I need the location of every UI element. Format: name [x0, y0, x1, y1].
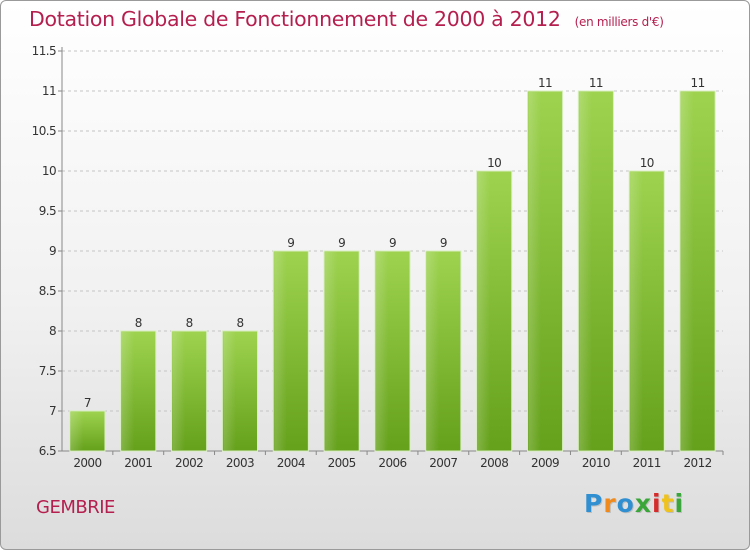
- logo-letter: r: [603, 489, 617, 518]
- bar-value-label: 7: [84, 396, 91, 410]
- x-tick-label: 2009: [531, 456, 559, 470]
- y-tick-label: 11: [42, 84, 56, 98]
- logo-letter: o: [616, 489, 635, 518]
- y-tick-label: 10.5: [32, 124, 56, 138]
- commune-name: GEMBRIE: [36, 497, 115, 518]
- unit-label: (en milliers d'€): [574, 15, 664, 29]
- bar-value-label: 8: [186, 316, 193, 330]
- bar-highlight: [681, 92, 694, 450]
- bar-highlight: [528, 92, 541, 450]
- logo-letter: t: [661, 489, 675, 518]
- bar-highlight: [579, 92, 592, 450]
- x-tick-label: 2005: [328, 456, 356, 470]
- bar-highlight: [223, 332, 236, 450]
- y-tick-label: 11.5: [32, 44, 56, 58]
- y-tick-label: 8.5: [39, 284, 56, 298]
- x-tick-label: 2012: [684, 456, 712, 470]
- bar-highlight: [477, 172, 490, 450]
- bar-value-label: 9: [338, 236, 345, 250]
- logo-letter: i: [674, 489, 685, 518]
- x-tick-label: 2011: [633, 456, 661, 470]
- x-tick-label: 2000: [73, 456, 101, 470]
- bar-value-label: 10: [640, 156, 654, 170]
- bar-highlight: [70, 412, 84, 450]
- y-tick-label: 10: [42, 164, 56, 178]
- bar-highlight: [121, 332, 135, 450]
- x-tick-label: 2001: [124, 456, 152, 470]
- bar-value-label: 8: [135, 316, 142, 330]
- y-tick-label: 7.5: [39, 364, 56, 378]
- x-tick-label: 2006: [378, 456, 406, 470]
- y-tick-label: 8: [49, 324, 56, 338]
- chart-title: Dotation Globale de Fonctionnement de 20…: [29, 7, 664, 31]
- bar-value-label: 11: [589, 76, 603, 90]
- x-tick-label: 2004: [277, 456, 305, 470]
- x-tick-label: 2002: [175, 456, 203, 470]
- bar-highlight: [172, 332, 185, 450]
- x-tick-label: 2010: [582, 456, 610, 470]
- bar-value-label: 11: [691, 76, 705, 90]
- x-tick-label: 2007: [429, 456, 457, 470]
- y-tick-label: 7: [49, 404, 56, 418]
- bar-value-label: 11: [538, 76, 552, 90]
- logo-letter: i: [652, 489, 662, 518]
- bar-highlight: [426, 252, 440, 450]
- y-tick-label: 6.5: [39, 444, 56, 458]
- y-tick-label: 9: [49, 244, 56, 258]
- bar-highlight: [274, 252, 287, 450]
- title-text: Dotation Globale de Fonctionnement de 20…: [29, 7, 561, 31]
- x-tick-label: 2008: [480, 456, 508, 470]
- bar-value-label: 10: [487, 156, 501, 170]
- bar-value-label: 9: [287, 236, 294, 250]
- bar-value-label: 9: [389, 236, 396, 250]
- bar-highlight: [630, 172, 643, 450]
- bar-value-label: 8: [236, 316, 243, 330]
- bar-value-label: 9: [440, 236, 447, 250]
- logo-letter: x: [634, 489, 652, 518]
- x-tick-label: 2003: [226, 456, 254, 470]
- y-tick-label: 9.5: [39, 204, 56, 218]
- bar-highlight: [325, 252, 338, 450]
- logo-letter: P: [584, 489, 604, 518]
- proxiti-logo: Proxiti: [584, 489, 684, 518]
- bar-highlight: [375, 252, 389, 450]
